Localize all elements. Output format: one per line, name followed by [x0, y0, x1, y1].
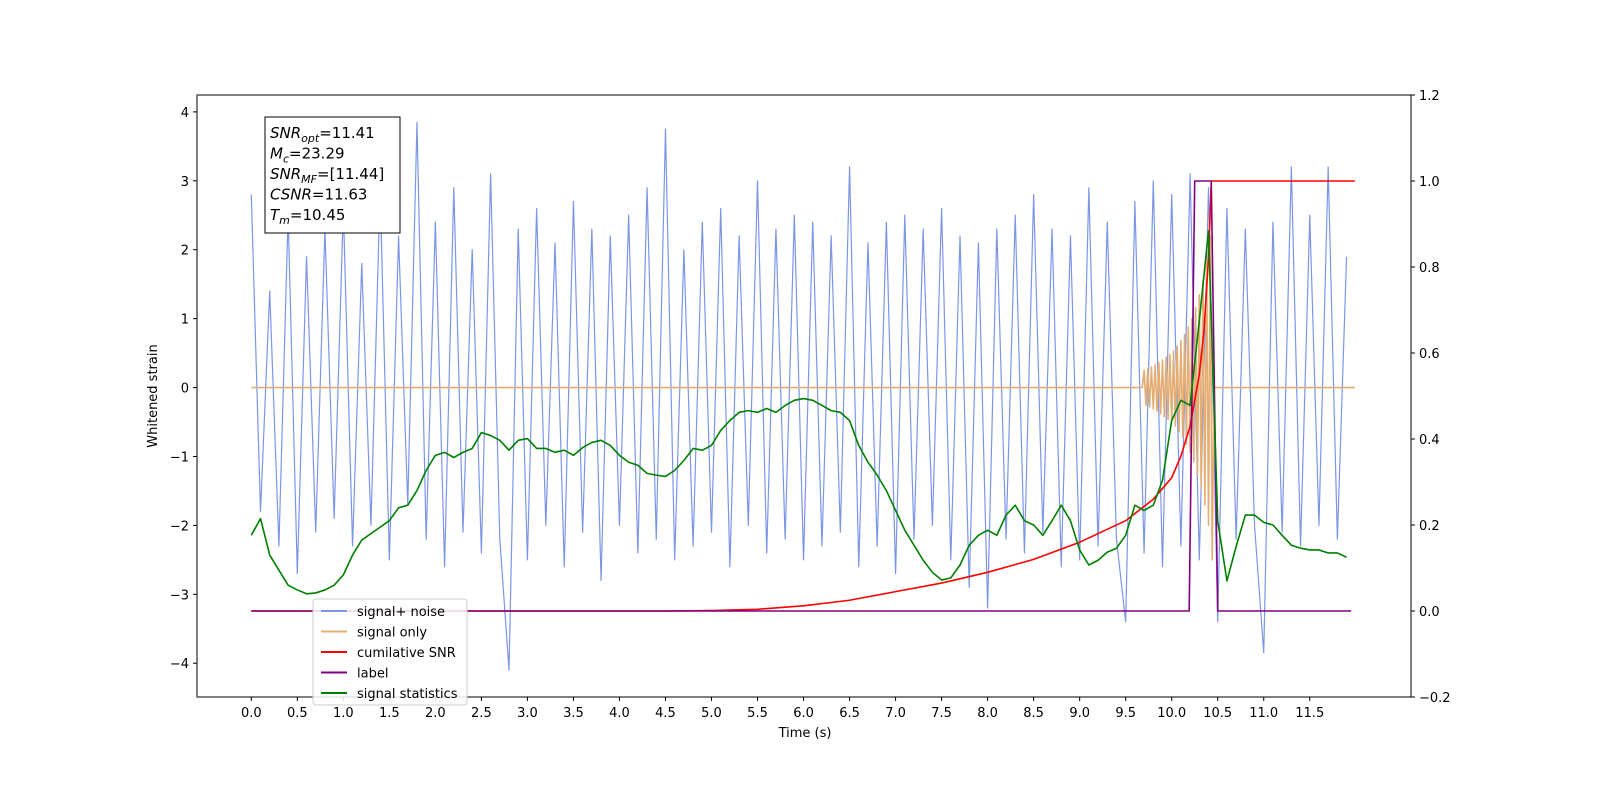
legend-box: [312, 598, 468, 706]
x-tick-label: 10.5: [1203, 706, 1232, 721]
y2-tick-label: 0.2: [1419, 519, 1440, 534]
x-tick-label: 5.5: [747, 706, 768, 721]
y2-tick-label: 1.2: [1419, 89, 1440, 104]
y-tick-label: 3: [181, 175, 189, 190]
x-tick-label: 3.0: [517, 706, 538, 721]
annotation-symbol: T: [270, 206, 281, 224]
y-tick-label: 4: [181, 106, 189, 121]
annotation-subscript: c: [283, 153, 289, 166]
y2-tick-label: 1.0: [1419, 175, 1440, 190]
annotation: SNRopt=11.41: [270, 124, 375, 145]
y2-tick-label: 0.8: [1419, 261, 1440, 276]
x-tick-label: 6.5: [839, 706, 860, 721]
x-tick-label: 9.5: [1115, 706, 1136, 721]
y-tick-label: 2: [181, 244, 189, 259]
x-tick-label: 5.0: [701, 706, 722, 721]
annotation: CSNR=11.63: [270, 186, 367, 204]
x-tick-label: 7.5: [931, 706, 952, 721]
x-tick-label: 1.5: [379, 706, 400, 721]
y-tick-label: −2: [170, 519, 189, 534]
legend-label: cumilative SNR: [357, 646, 456, 661]
y-axis-label: Whitened strain: [146, 344, 161, 447]
y-tick-label: −1: [170, 450, 189, 465]
annotation-subscript: MF: [301, 173, 317, 186]
y-tick-label: −4: [170, 657, 189, 672]
x-tick-label: 0.5: [287, 706, 308, 721]
legend-label: label: [357, 667, 388, 682]
x-tick-label: 8.5: [1023, 706, 1044, 721]
x-tick-label: 4.5: [655, 706, 676, 721]
legend-label: signal statistics: [357, 687, 458, 702]
series-line: [250, 230, 1347, 595]
annotation-value: =23.29: [289, 145, 345, 163]
x-tick-label: 1.0: [333, 706, 354, 721]
x-tick-label: 10.0: [1157, 706, 1186, 721]
y-tick-label: 1: [181, 313, 189, 328]
series-line: [251, 235, 1355, 561]
y2-tick-label: −0.2: [1419, 691, 1451, 706]
annotation-symbol: SNR: [270, 124, 301, 142]
annotation-value: =[11.44]: [317, 165, 384, 183]
y2-tick-label: 0.4: [1419, 433, 1440, 448]
y-tick-label: −3: [170, 588, 189, 603]
annotation-subscript: opt: [301, 132, 320, 145]
x-tick-label: 11.0: [1249, 706, 1278, 721]
annotation-symbol: M: [270, 145, 283, 163]
x-tick-label: 2.5: [471, 706, 492, 721]
x-tick-label: 4.0: [609, 706, 630, 721]
x-tick-label: 6.0: [793, 706, 814, 721]
annotation-symbol: SNR: [270, 165, 301, 183]
annotation-value: =11.41: [319, 124, 375, 142]
x-tick-label: 0.0: [241, 706, 262, 721]
annotation-subscript: m: [279, 214, 290, 227]
legend-label: signal+ noise: [357, 605, 445, 620]
legend-label: signal only: [357, 626, 427, 641]
x-tick-label: 9.0: [1069, 706, 1090, 721]
annotation: Mc=23.29: [270, 145, 345, 166]
x-axis-label: Time (s): [778, 726, 832, 741]
annotation-value: =10.45: [290, 206, 346, 224]
annotation: SNRMF=[11.44]: [270, 165, 384, 186]
x-tick-label: 3.5: [563, 706, 584, 721]
annotation: Tm=10.45: [270, 206, 345, 227]
x-tick-label: 8.0: [977, 706, 998, 721]
x-tick-label: 11.5: [1295, 706, 1324, 721]
y2-tick-label: 0.0: [1419, 605, 1440, 620]
annotation-symbol: CSNR: [270, 186, 312, 204]
annotation-value: =11.63: [312, 186, 368, 204]
series-line: [251, 180, 1352, 612]
y2-tick-label: 0.6: [1419, 347, 1440, 362]
x-tick-label: 2.0: [425, 706, 446, 721]
annotation-box: [264, 116, 401, 234]
y-tick-label: 0: [181, 382, 189, 397]
series-line: [251, 180, 1355, 612]
x-tick-label: 7.0: [885, 706, 906, 721]
